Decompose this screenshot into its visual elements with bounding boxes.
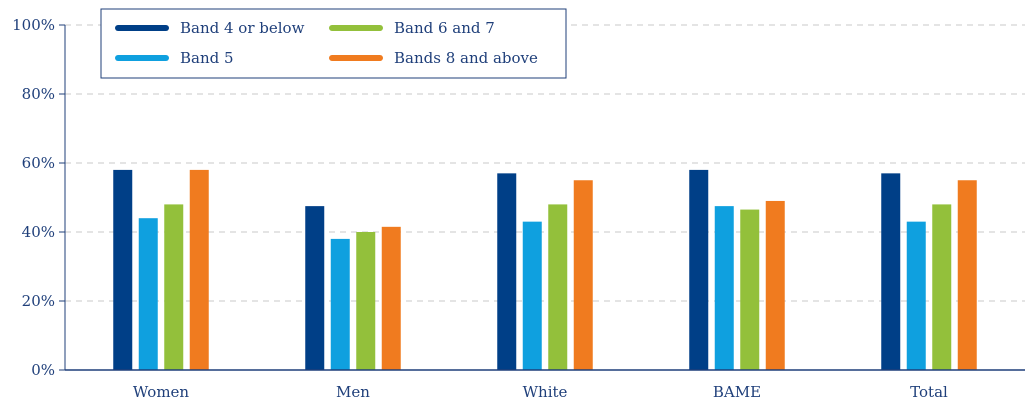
legend-label: Band 6 and 7 — [394, 19, 495, 37]
bar-women-band-6-and-7 — [164, 204, 184, 370]
y-tick-label: 0% — [31, 361, 55, 379]
legend: Band 4 or below Band 5 Band 6 and 7 Bands 8… — [100, 8, 567, 79]
bar-bame-bands-8-and-above — [765, 200, 785, 370]
bar-men-band-4-or-below — [305, 206, 325, 370]
y-tick-label: 20% — [22, 292, 55, 310]
bar-total-bands-8-and-above — [957, 180, 977, 370]
bar-white-band-4-or-below — [497, 173, 517, 370]
x-category-label: BAME — [713, 383, 761, 401]
y-tick-label: 100% — [12, 16, 55, 34]
bar-women-band-4-or-below — [113, 169, 133, 370]
bar-total-band-6-and-7 — [932, 204, 952, 370]
legend-label: Band 4 or below — [180, 19, 305, 37]
bar-bame-band-5 — [714, 206, 734, 370]
x-category-label: Women — [133, 383, 190, 401]
y-tick-label: 60% — [22, 154, 55, 172]
y-tick-label: 40% — [22, 223, 55, 241]
legend-label: Bands 8 and above — [394, 49, 538, 67]
bar-men-bands-8-and-above — [381, 226, 401, 370]
axes — [64, 25, 1025, 371]
bars — [113, 169, 977, 370]
bar-women-band-5 — [138, 218, 158, 370]
x-category-label: Total — [910, 383, 948, 401]
bar-white-bands-8-and-above — [573, 180, 593, 370]
bar-men-band-5 — [330, 238, 350, 370]
bar-white-band-5 — [522, 221, 542, 370]
bar-white-band-6-and-7 — [548, 204, 568, 370]
x-category-label: White — [523, 383, 568, 401]
bar-total-band-5 — [906, 221, 926, 370]
x-category-label: Men — [336, 383, 370, 401]
bar-bame-band-4-or-below — [689, 169, 709, 370]
bar-bame-band-6-and-7 — [740, 209, 760, 370]
bar-total-band-4-or-below — [881, 173, 901, 370]
y-axis-ticks: 0% 20% 40% 60% 80% 100% — [12, 16, 65, 379]
y-tick-label: 80% — [22, 85, 55, 103]
x-axis-labels: Women Men White BAME Total — [133, 383, 948, 401]
bar-men-band-6-and-7 — [356, 232, 376, 370]
bar-women-bands-8-and-above — [189, 169, 209, 370]
legend-label: Band 5 — [180, 49, 234, 67]
legend-box — [100, 8, 567, 79]
